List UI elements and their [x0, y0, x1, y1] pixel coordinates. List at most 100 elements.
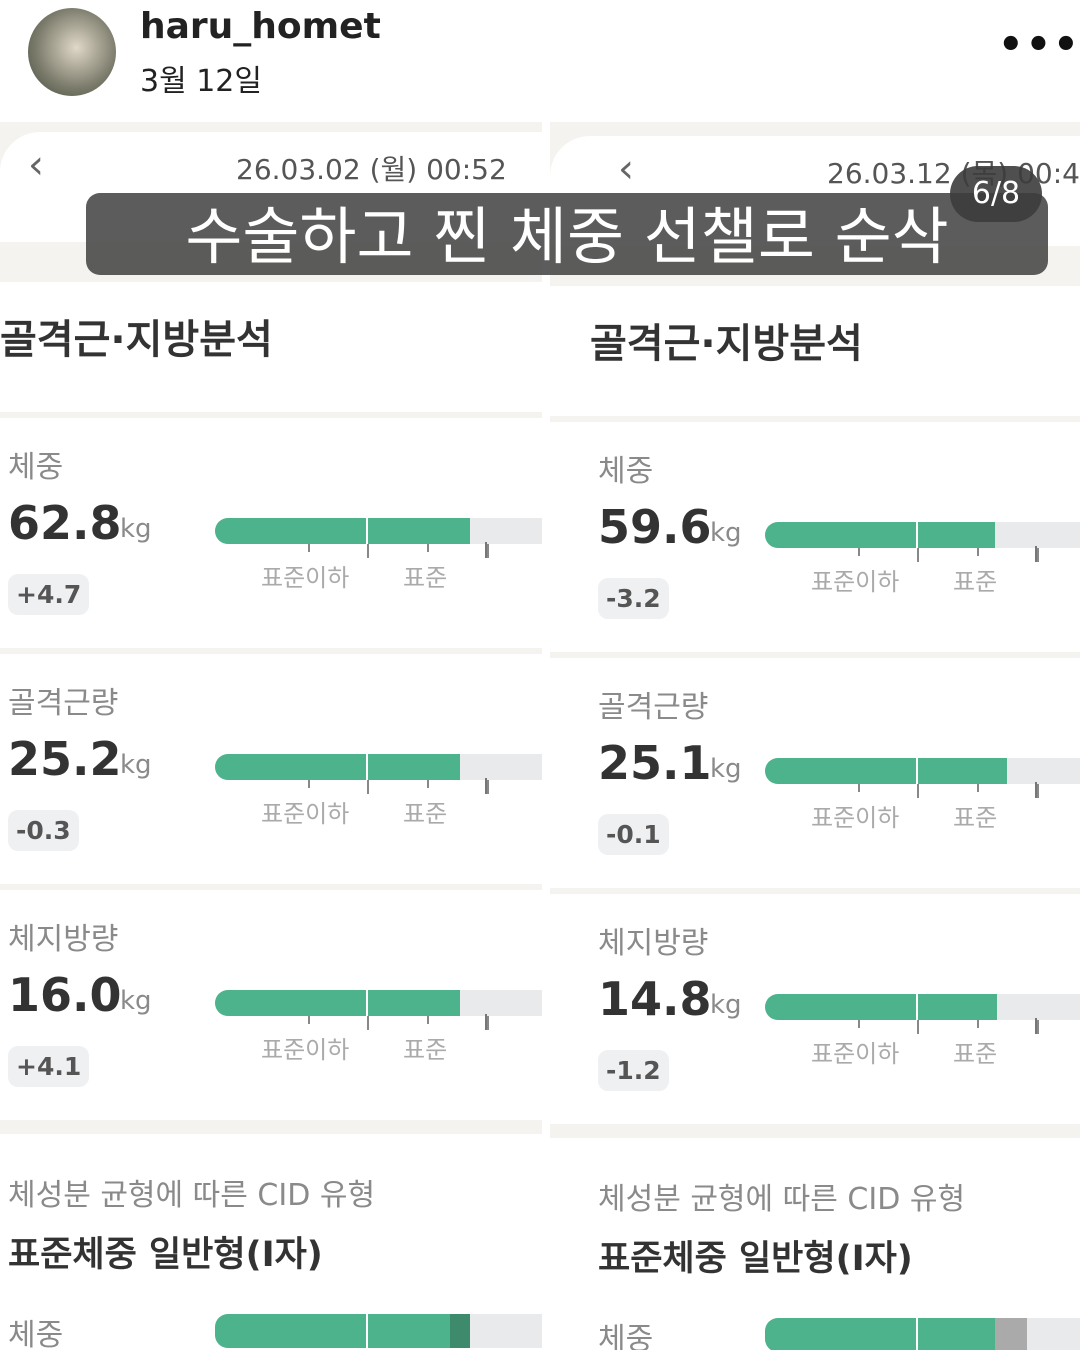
range-tick — [858, 1020, 860, 1028]
section-card — [550, 286, 1080, 416]
metric-change: -0.3 — [8, 810, 79, 851]
scale-label: 표준이하 — [261, 564, 350, 592]
cid-label: 체성분 균형에 따른 CID 유형 — [598, 1182, 966, 1217]
metric-change: -0.1 — [598, 814, 669, 855]
range-fill — [215, 754, 460, 780]
caption: 수술하고 찐 체중 선챌로 순삭 — [185, 200, 949, 273]
range-bar — [765, 522, 1080, 548]
range-tick — [367, 780, 369, 794]
scale-label: 표준 — [403, 1036, 448, 1064]
range-tick — [858, 548, 860, 556]
range-end — [1035, 546, 1037, 562]
range-divider — [916, 1318, 918, 1350]
datetime: 26.03.02 (월) 00:52 — [236, 153, 507, 186]
scale-label: 표준이하 — [811, 1040, 900, 1068]
scale-label: 표준 — [403, 564, 448, 592]
metric-label: 골격근량 — [598, 690, 709, 725]
cid-fill — [215, 1314, 450, 1348]
range-divider — [366, 754, 368, 780]
scale-label: 표준 — [953, 804, 998, 832]
range-bar — [765, 994, 1080, 1020]
range-bar — [215, 754, 542, 780]
metric-label: 골격근량 — [8, 686, 119, 721]
caption-box — [86, 193, 1048, 275]
range-bar — [215, 990, 542, 1016]
range-fill — [215, 518, 470, 544]
scale-label: 표준 — [953, 568, 998, 596]
range-divider — [366, 518, 368, 544]
metric-unit: kg — [120, 514, 152, 544]
metric-label: 체중 — [598, 454, 654, 489]
range-fill — [765, 758, 1007, 784]
range-tick — [1037, 1020, 1039, 1034]
range-end — [485, 1014, 487, 1030]
metric-label: 체중 — [8, 450, 64, 485]
metric-value: 25.1 — [598, 736, 712, 790]
post-date: 3월 12일 — [140, 64, 262, 99]
range-tick — [427, 780, 429, 788]
metric-card: 골격근량 25.1 kg -0.1 표준이하 표준 — [550, 658, 1080, 888]
range-end — [485, 778, 487, 794]
range-tick — [977, 548, 979, 556]
range-end — [485, 542, 487, 558]
metric-change: -3.2 — [598, 578, 669, 619]
metric-value: 16.0 — [8, 968, 122, 1022]
range-tick — [427, 1016, 429, 1024]
metric-value: 14.8 — [598, 972, 712, 1026]
section-title: 골격근·지방분석 — [0, 317, 273, 363]
range-fill — [215, 990, 460, 1016]
range-fill — [765, 994, 997, 1020]
range-divider — [366, 1314, 368, 1348]
cid-bar — [765, 1318, 1080, 1350]
range-end — [1035, 782, 1037, 798]
range-tick — [917, 548, 919, 562]
scale-label: 표준 — [403, 800, 448, 828]
app-screenshot: ‹ 26.03.02 (월) 00:52 골격근·지방분석 체중 62.8 kg +4.7 표… — [0, 122, 542, 1350]
username[interactable]: haru_homet — [140, 6, 381, 47]
scale-label: 표준 — [953, 1040, 998, 1068]
scale-label: 표준이하 — [261, 1036, 350, 1064]
bottom-label: 체중 — [8, 1318, 64, 1350]
more-button[interactable]: ••• — [998, 22, 1080, 68]
range-tick — [1037, 784, 1039, 798]
cid-fill — [765, 1318, 995, 1350]
scale-label: 표준이하 — [811, 804, 900, 832]
range-tick — [1037, 548, 1039, 562]
metric-label: 체지방량 — [8, 922, 119, 957]
metric-unit: kg — [120, 750, 152, 780]
metric-card: 체지방량 14.8 kg -1.2 표준이하 표준 — [550, 894, 1080, 1124]
range-divider — [366, 990, 368, 1016]
range-tick — [917, 1020, 919, 1034]
range-tick — [858, 784, 860, 792]
metric-unit: kg — [710, 754, 742, 784]
metric-unit: kg — [710, 990, 742, 1020]
range-divider — [916, 994, 918, 1020]
metric-value: 25.2 — [8, 732, 122, 786]
range-divider — [916, 522, 918, 548]
metric-value: 62.8 — [8, 496, 122, 550]
metric-unit: kg — [710, 518, 742, 548]
cid-card: 체성분 균형에 따른 CID 유형 표준체중 일반형(I자) 체중 — [550, 1138, 1080, 1350]
back-button: ‹ — [618, 146, 634, 192]
metric-card: 체중 62.8 kg +4.7 표준이하 표준 — [0, 418, 542, 648]
bottom-label: 체중 — [598, 1322, 654, 1350]
cid-marker — [995, 1318, 1027, 1350]
back-button: ‹ — [28, 142, 44, 188]
range-tick — [487, 1016, 489, 1030]
metric-change: -1.2 — [598, 1050, 669, 1091]
metric-change: +4.7 — [8, 574, 90, 615]
range-tick — [308, 1016, 310, 1024]
range-bar — [765, 758, 1080, 784]
range-divider — [916, 758, 918, 784]
range-tick — [977, 1020, 979, 1028]
avatar[interactable] — [28, 8, 116, 96]
range-tick — [367, 1016, 369, 1030]
cid-marker — [450, 1314, 470, 1348]
metric-card: 골격근량 25.2 kg -0.3 표준이하 표준 — [0, 654, 542, 884]
page-counter: 6/8 — [950, 166, 1042, 222]
range-tick — [487, 544, 489, 558]
section-title: 골격근·지방분석 — [590, 321, 863, 367]
range-tick — [367, 544, 369, 558]
cid-label: 체성분 균형에 따른 CID 유형 — [8, 1178, 376, 1213]
section-card — [0, 282, 542, 412]
